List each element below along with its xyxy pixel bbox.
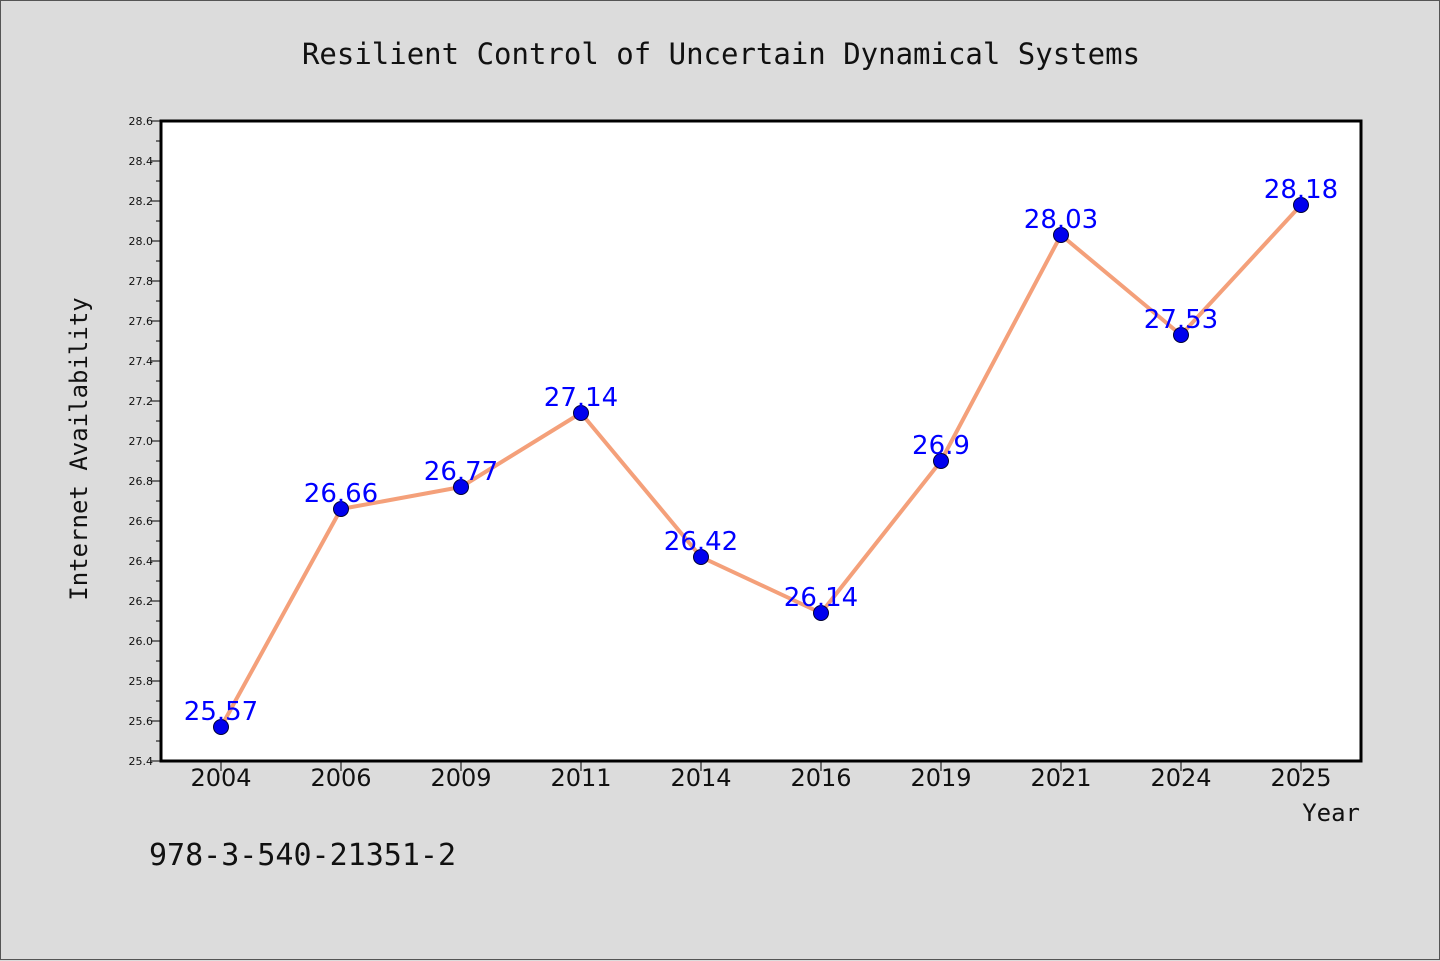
data-label: 28.03 (1024, 205, 1098, 235)
x-axis: 2004 2006 2009 2011 2014 2016 2019 2021 2024 2025 (190, 761, 1332, 792)
data-point (933, 453, 949, 469)
data-point (1053, 227, 1069, 243)
data-label: 26.14 (784, 583, 858, 613)
y-tick-label: 26.2 (129, 595, 154, 608)
x-tick-label: 2016 (790, 764, 851, 792)
x-tick-label: 2009 (430, 764, 491, 792)
x-tick-label: 2024 (1150, 764, 1211, 792)
x-tick-label: 2021 (1030, 764, 1091, 792)
plot-area (159, 119, 1363, 763)
data-label: 27.53 (1144, 305, 1218, 335)
y-axis-label: Internet Availability (65, 297, 93, 600)
data-label: 25.57 (184, 697, 258, 727)
data-label: 28.18 (1264, 175, 1338, 205)
y-tick-label: 27.0 (129, 435, 154, 448)
x-tick-label: 2004 (190, 764, 251, 792)
y-tick-label: 25.8 (129, 675, 154, 688)
y-tick-label: 28.2 (129, 195, 154, 208)
y-tick-label: 28.4 (129, 155, 154, 168)
x-tick-label: 2025 (1270, 764, 1331, 792)
x-axis-label: Year (1302, 799, 1360, 827)
chart-title: Resilient Control of Uncertain Dynamical… (302, 37, 1140, 71)
x-tick-label: 2019 (910, 764, 971, 792)
y-tick-label: 26.8 (129, 475, 154, 488)
x-tick-label: 2014 (670, 764, 731, 792)
data-label: 26.77 (424, 457, 498, 487)
data-point (213, 719, 229, 735)
data-point (1293, 197, 1309, 213)
y-tick-label: 28.0 (129, 235, 154, 248)
y-tick-label: 27.4 (129, 355, 154, 368)
data-label: 26.66 (304, 479, 378, 509)
y-tick-label: 26.6 (129, 515, 154, 528)
data-point (573, 405, 589, 421)
data-label: 26.9 (912, 431, 970, 461)
y-tick-label: 26.0 (129, 635, 154, 648)
series-line (219, 203, 1303, 728)
series-group (213, 197, 1309, 735)
y-tick-label: 28.6 (129, 115, 154, 128)
data-point (1173, 327, 1189, 343)
y-tick-label: 26.4 (129, 555, 154, 568)
footer-isbn: 978-3-540-21351-2 (149, 838, 456, 873)
y-tick-label: 25.6 (129, 715, 154, 728)
y-tick-label: 27.8 (129, 275, 154, 288)
x-tick-label: 2011 (550, 764, 611, 792)
data-label: 26.42 (664, 527, 738, 557)
y-tick-label: 27.2 (129, 395, 154, 408)
data-point (813, 605, 829, 621)
y-axis: 25.4 25.6 25.8 26.0 26.2 26.4 26.6 26.8 27.0 27.2… (129, 115, 161, 768)
y-tick-label: 27.6 (129, 315, 154, 328)
data-point (693, 549, 709, 565)
data-label: 27.14 (544, 383, 618, 413)
data-point (453, 479, 469, 495)
data-point (333, 501, 349, 517)
data-labels: 25.57 26.66 26.77 27.14 26.42 26.14 26.9 28.03 2… (184, 175, 1338, 727)
x-tick-label: 2006 (310, 764, 371, 792)
y-tick-label: 25.4 (129, 755, 154, 768)
